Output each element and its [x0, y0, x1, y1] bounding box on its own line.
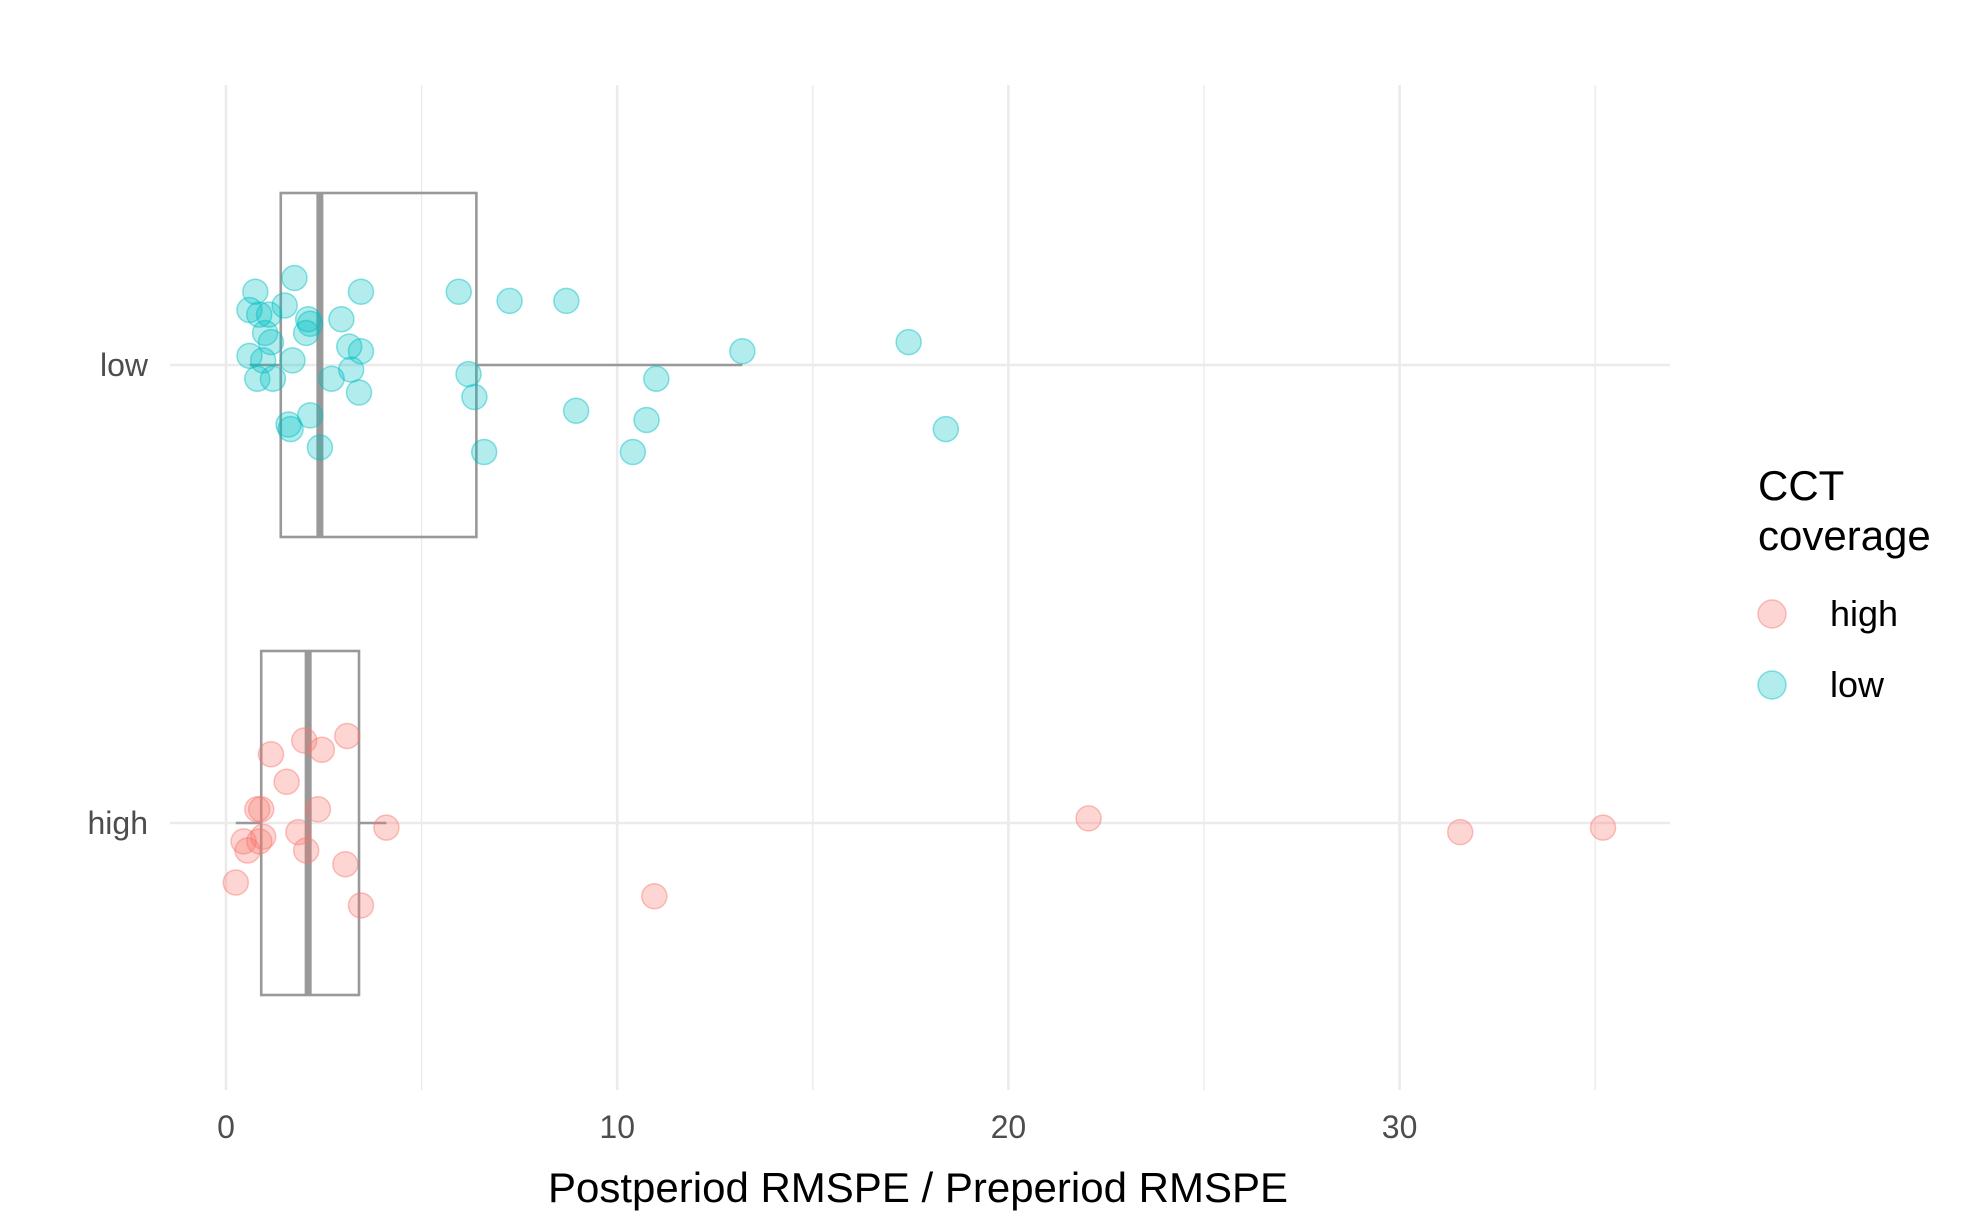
data-point-low [236, 296, 263, 324]
data-point-high [641, 883, 668, 910]
data-point-high [290, 727, 318, 754]
x-tick-label: 30 [1382, 1109, 1418, 1145]
data-point-high [249, 823, 277, 850]
data-point-low [242, 278, 269, 305]
data-point-low [259, 365, 287, 392]
x-tick-label: 20 [991, 1109, 1027, 1145]
data-point-high [246, 828, 273, 855]
data-point-high [230, 828, 257, 855]
data-point-low [633, 406, 660, 434]
data-point-high [285, 818, 312, 846]
legend-key-low [1757, 670, 1787, 700]
data-point-high [1589, 814, 1617, 841]
x-axis-tick-labels: 0 10 20 30 [217, 1109, 1417, 1145]
data-point-low [255, 301, 283, 328]
legend: CCT coverage high low [1757, 462, 1931, 705]
data-point-high [234, 837, 261, 864]
data-point-low [455, 360, 482, 388]
legend-label-low: low [1830, 664, 1885, 705]
data-point-low [279, 347, 306, 374]
data-point-low [470, 438, 498, 466]
data-point-low [318, 365, 345, 392]
data-point-low [895, 328, 922, 356]
boxplots [235, 191, 743, 997]
y-tick-label-low: low [100, 347, 149, 383]
x-tick-label: 0 [217, 1109, 235, 1145]
data-point-high [332, 850, 359, 878]
data-point-high [1075, 805, 1102, 832]
data-point-high [222, 869, 250, 896]
data-point-low [345, 379, 373, 406]
data-point-low [619, 438, 647, 466]
data-point-high [247, 796, 275, 823]
x-tick-label: 10 [599, 1109, 635, 1145]
data-point-low [251, 319, 279, 347]
data-point-low [306, 434, 334, 461]
data-point-high [373, 814, 400, 841]
boxplot-low [249, 191, 743, 539]
legend-title-line-1: CCT [1758, 462, 1844, 509]
data-point-low [294, 305, 322, 333]
data-point-high [334, 722, 361, 750]
jitter-points [222, 264, 1617, 919]
data-point-low [347, 278, 375, 305]
y-axis-tick-labels: low high [88, 347, 149, 841]
grid-lines [170, 85, 1670, 1090]
data-point-low [257, 328, 285, 356]
data-point-high [257, 741, 285, 768]
data-point-low [292, 319, 320, 347]
data-point-high [304, 796, 332, 823]
data-point-low [236, 342, 263, 370]
data-point-low [553, 287, 580, 315]
data-point-high [308, 736, 336, 763]
data-point-low [461, 383, 488, 411]
data-point-low [244, 365, 271, 392]
data-point-high [292, 837, 320, 864]
data-point-high [1446, 818, 1474, 846]
legend-label-high: high [1830, 593, 1898, 634]
data-point-low [246, 301, 273, 328]
data-point-low [281, 264, 308, 292]
data-point-high [244, 796, 271, 823]
data-point-high [347, 892, 375, 919]
legend-key-high [1757, 599, 1787, 629]
data-point-low [296, 310, 324, 338]
data-point-low [932, 415, 960, 443]
data-point-low [328, 305, 355, 333]
data-point-low [496, 287, 523, 315]
data-point-low [275, 411, 302, 438]
data-point-high [273, 768, 300, 796]
data-point-low [335, 333, 363, 360]
box-iqr [279, 191, 478, 539]
data-point-low [277, 415, 304, 443]
data-point-low [729, 338, 756, 365]
data-point-low [249, 347, 277, 374]
legend-title-line-2: coverage [1758, 512, 1931, 559]
x-axis-title: Postperiod RMSPE / Preperiod RMSPE [548, 1164, 1288, 1211]
boxplot-high [235, 649, 387, 997]
data-point-low [271, 292, 298, 319]
data-point-low [296, 402, 324, 429]
data-point-low [643, 365, 670, 392]
y-tick-label-high: high [88, 805, 149, 841]
data-point-low [337, 356, 365, 383]
data-point-low [562, 397, 590, 425]
data-point-low [445, 278, 473, 305]
data-point-low [347, 338, 375, 365]
